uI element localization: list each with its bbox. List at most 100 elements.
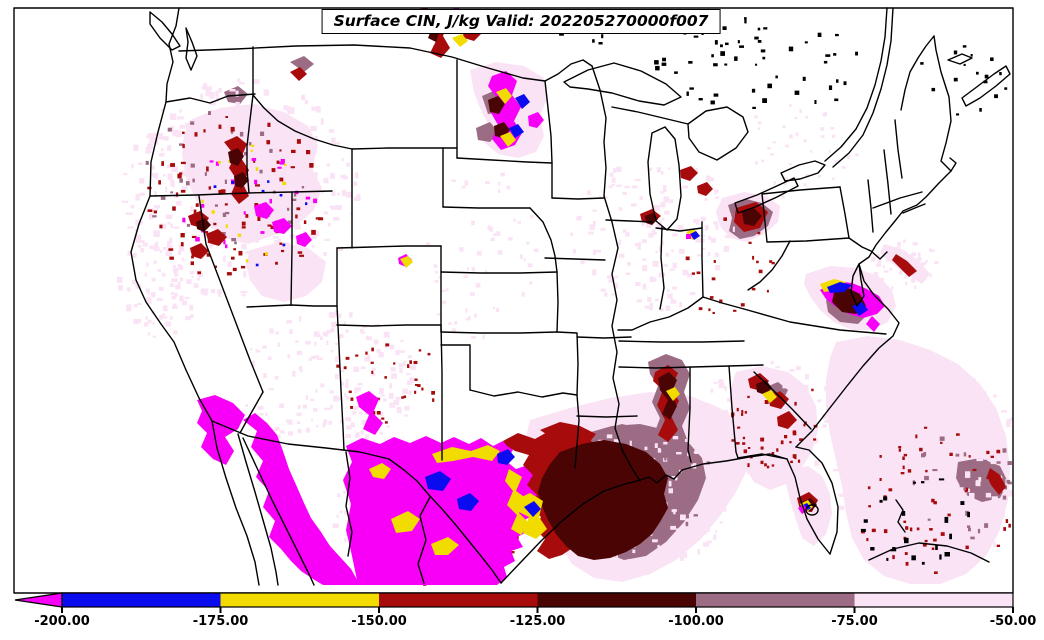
speckle-pink-california-dot — [200, 288, 206, 295]
speckle-red-atlantic-dot — [888, 488, 893, 492]
speckle-magenta-west-dot — [223, 239, 226, 245]
speckle-pink-atlantic-dot — [993, 417, 1000, 424]
speckle-pink-southeast-dot — [754, 413, 759, 418]
speckle-bahamas-dot — [883, 496, 888, 501]
speckle-red-southeast-dot — [813, 438, 817, 441]
speckle-pink-west-dot — [316, 106, 321, 113]
speckle-pink-southeast-dot — [817, 399, 822, 403]
speckle-pink-california-dot — [144, 322, 149, 327]
speckle-pink-west-dot — [201, 147, 205, 150]
speckle-magenta-west-dot — [195, 237, 200, 242]
speckle-pink-southeast-dot — [774, 452, 779, 455]
speckle-blue-west-dot — [231, 181, 235, 184]
speckle-pink-fourcorners-dot — [252, 360, 255, 367]
gulf-coast-east — [681, 453, 788, 471]
speckle-pink-california-dot — [149, 245, 156, 249]
ut-az-border — [246, 304, 338, 308]
speckle-pink-atlantic-dot — [871, 390, 876, 395]
speckle-pink-southeast-dot — [804, 385, 809, 391]
blue-illinois — [690, 231, 700, 240]
speckle-pink-west-dot — [154, 175, 159, 180]
speckle-pink-fourcorners-dot — [406, 373, 411, 376]
speckle-pink-midwest-dot — [636, 299, 643, 303]
speckle-canada-lakes-2-dot — [592, 39, 595, 43]
speckle-pink-plains-dot — [533, 248, 539, 252]
speckle-pink-fourcorners-dot — [324, 407, 330, 411]
speckle-pink-west-dot — [210, 131, 216, 136]
speckle-pink-west-dot — [213, 216, 218, 223]
speckle-pink-west-dot — [334, 141, 340, 145]
colorbar-tick-label: -175.00 — [193, 614, 249, 629]
speckle-pink-west-dot — [238, 221, 242, 226]
speckle-pink-southeast-dot — [833, 437, 838, 440]
speckle-pink-west-dot — [160, 108, 164, 112]
speckle-canada-lakes-1-dot — [814, 100, 817, 104]
speckle-pink-atlantic-dot — [909, 410, 915, 418]
speckle-pink-west-dot — [158, 133, 164, 139]
speckle-pink-california-dot — [156, 297, 163, 301]
speckle-pink-atlantic-dot — [887, 442, 891, 445]
speckle-pink-atlantic-dot — [975, 477, 982, 482]
speckle-pink-fourcorners-dot — [386, 425, 390, 428]
speckle-pink-plains-dot — [448, 322, 452, 325]
speckle-pink-fourcorners-dot — [276, 434, 281, 439]
speckle-red-west-dot — [297, 251, 303, 254]
speckle-pink-west-dot — [284, 119, 292, 122]
speckle-bahamas-dot — [886, 557, 889, 561]
speckle-pink-nc-offshore-dot — [904, 275, 908, 279]
speckle-pink-west-dot — [288, 279, 292, 285]
speckle-maritimes-dot — [931, 87, 936, 92]
speckle-pink-northeast-dot — [781, 195, 785, 199]
speckle-pink-mexico-dot — [332, 523, 339, 529]
speckle-pink-southeast-dot — [771, 413, 776, 417]
speckle-pink-west-dot — [178, 265, 184, 271]
speckle-pink-midwest-dot — [732, 226, 735, 232]
speckle-pink-midwest-dot — [631, 185, 638, 189]
speckle-pink-atlantic-dot — [935, 445, 939, 450]
speckle-pink-southeast-dot — [774, 466, 780, 469]
speckle-pink-west-dot — [209, 110, 215, 112]
speckle-red-atlantic-dot — [933, 501, 937, 505]
speckle-pink-california-dot — [173, 330, 178, 335]
speckle-pink-west-dot — [239, 127, 247, 132]
speckle-pink-nc-offshore-dot — [876, 263, 882, 267]
speckle-pink-gulf-dot — [676, 528, 680, 532]
speckle-pink-atlantic-dot — [898, 538, 903, 545]
speckle-red-new-mexico-dot — [384, 421, 388, 424]
speckle-mauve-atlantic-dot — [963, 452, 967, 457]
mauve-texas-fringe — [600, 424, 640, 446]
speckle-pink-atlantic-dot — [948, 448, 951, 455]
speckle-mauve-west-dot — [293, 192, 297, 197]
speckle-pink-atlantic-dot — [920, 402, 923, 408]
speckle-pink-northeast-dot — [834, 161, 837, 166]
ia-mo-border — [544, 257, 606, 261]
speckle-pink-southeast-dot — [748, 421, 753, 427]
speckle-red-west-dot — [214, 265, 217, 268]
speckle-pink-atlantic-dot — [850, 466, 854, 470]
speckle-pink-fourcorners-dot — [373, 339, 379, 345]
speckle-pink-gulf-dot — [666, 548, 671, 554]
speckle-mauve-west-dot — [234, 241, 237, 245]
speckle-canada-lakes-1-dot — [757, 40, 762, 43]
speckle-pink-mexico-dot — [336, 514, 339, 519]
speckle-pink-west-dot — [210, 100, 216, 106]
speckle-pink-plains-dot — [465, 308, 468, 313]
speckle-pink-plains-dot — [435, 270, 438, 274]
speckle-red-west-dot — [299, 254, 304, 257]
colorado-river — [239, 391, 264, 434]
speckle-pink-west-dot — [266, 196, 271, 204]
blue-chesapeake-2 — [852, 302, 868, 316]
speckle-bahamas-dot — [967, 511, 970, 518]
speckle-pink-southeast-dot — [786, 473, 791, 479]
speckle-pink-atlantic-dot — [968, 413, 971, 420]
speckle-pink-plains-dot — [520, 254, 523, 259]
speckle-pink-california-dot — [156, 241, 159, 247]
speckle-red-atlantic-dot — [996, 449, 1001, 454]
speckle-pink-west-dot — [195, 157, 200, 164]
speckle-pink-southeast-dot — [789, 368, 795, 372]
speckle-pink-west-dot — [291, 124, 296, 128]
speckle-pink-gulf-dot — [683, 552, 688, 558]
speckle-red-atlantic-dot — [866, 538, 869, 542]
speckle-pink-fourcorners-dot — [354, 388, 357, 394]
nv-ut-border — [290, 191, 293, 306]
